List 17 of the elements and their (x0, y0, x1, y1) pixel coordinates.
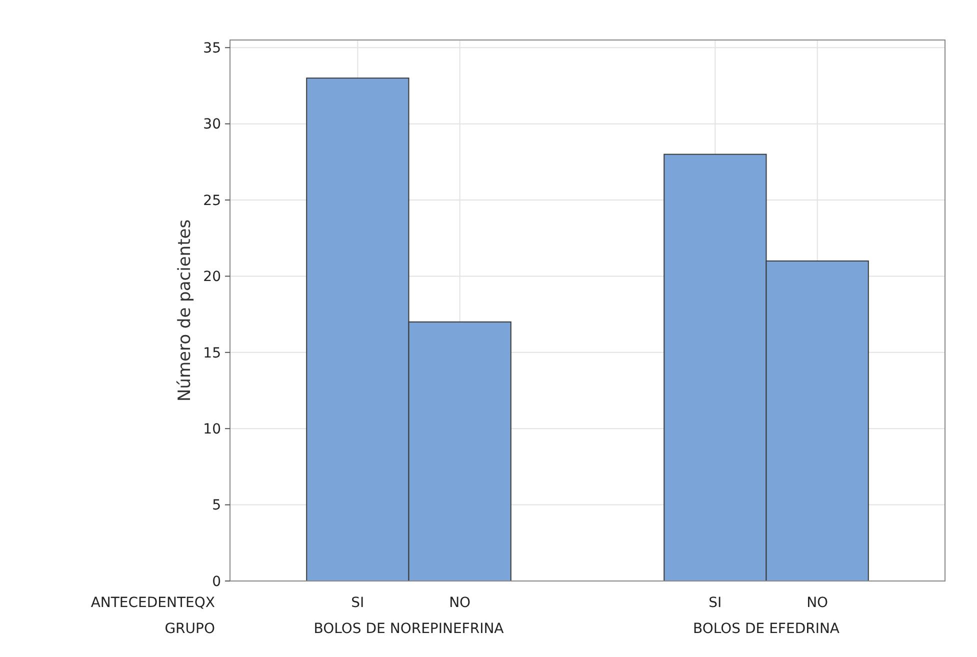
x-tick-label: SI (708, 595, 722, 611)
y-tick-label: 5 (212, 498, 221, 514)
y-tick-label: 0 (212, 574, 221, 590)
y-tick-label: 15 (203, 345, 221, 362)
y-tick-label: 10 (203, 422, 221, 438)
x-axis-title: ANTECEDENTEQX (90, 595, 216, 611)
y-tick-label: 25 (203, 192, 221, 209)
y-axis-title: Número de pacientes (175, 219, 195, 402)
text: BOLOS DE EFEDRINA (692, 621, 840, 637)
y-tick-label: 20 (203, 269, 221, 286)
x-tick-label: NO (449, 595, 471, 611)
y-tick-label: 35 (203, 40, 221, 57)
x-tick-label: NO (806, 595, 828, 611)
x-tick-label: SI (351, 595, 364, 611)
y-tick-label: 30 (203, 116, 221, 133)
text: GRUPO (164, 621, 215, 637)
text: BOLOS DE NOREPINEFRINA (314, 621, 504, 637)
